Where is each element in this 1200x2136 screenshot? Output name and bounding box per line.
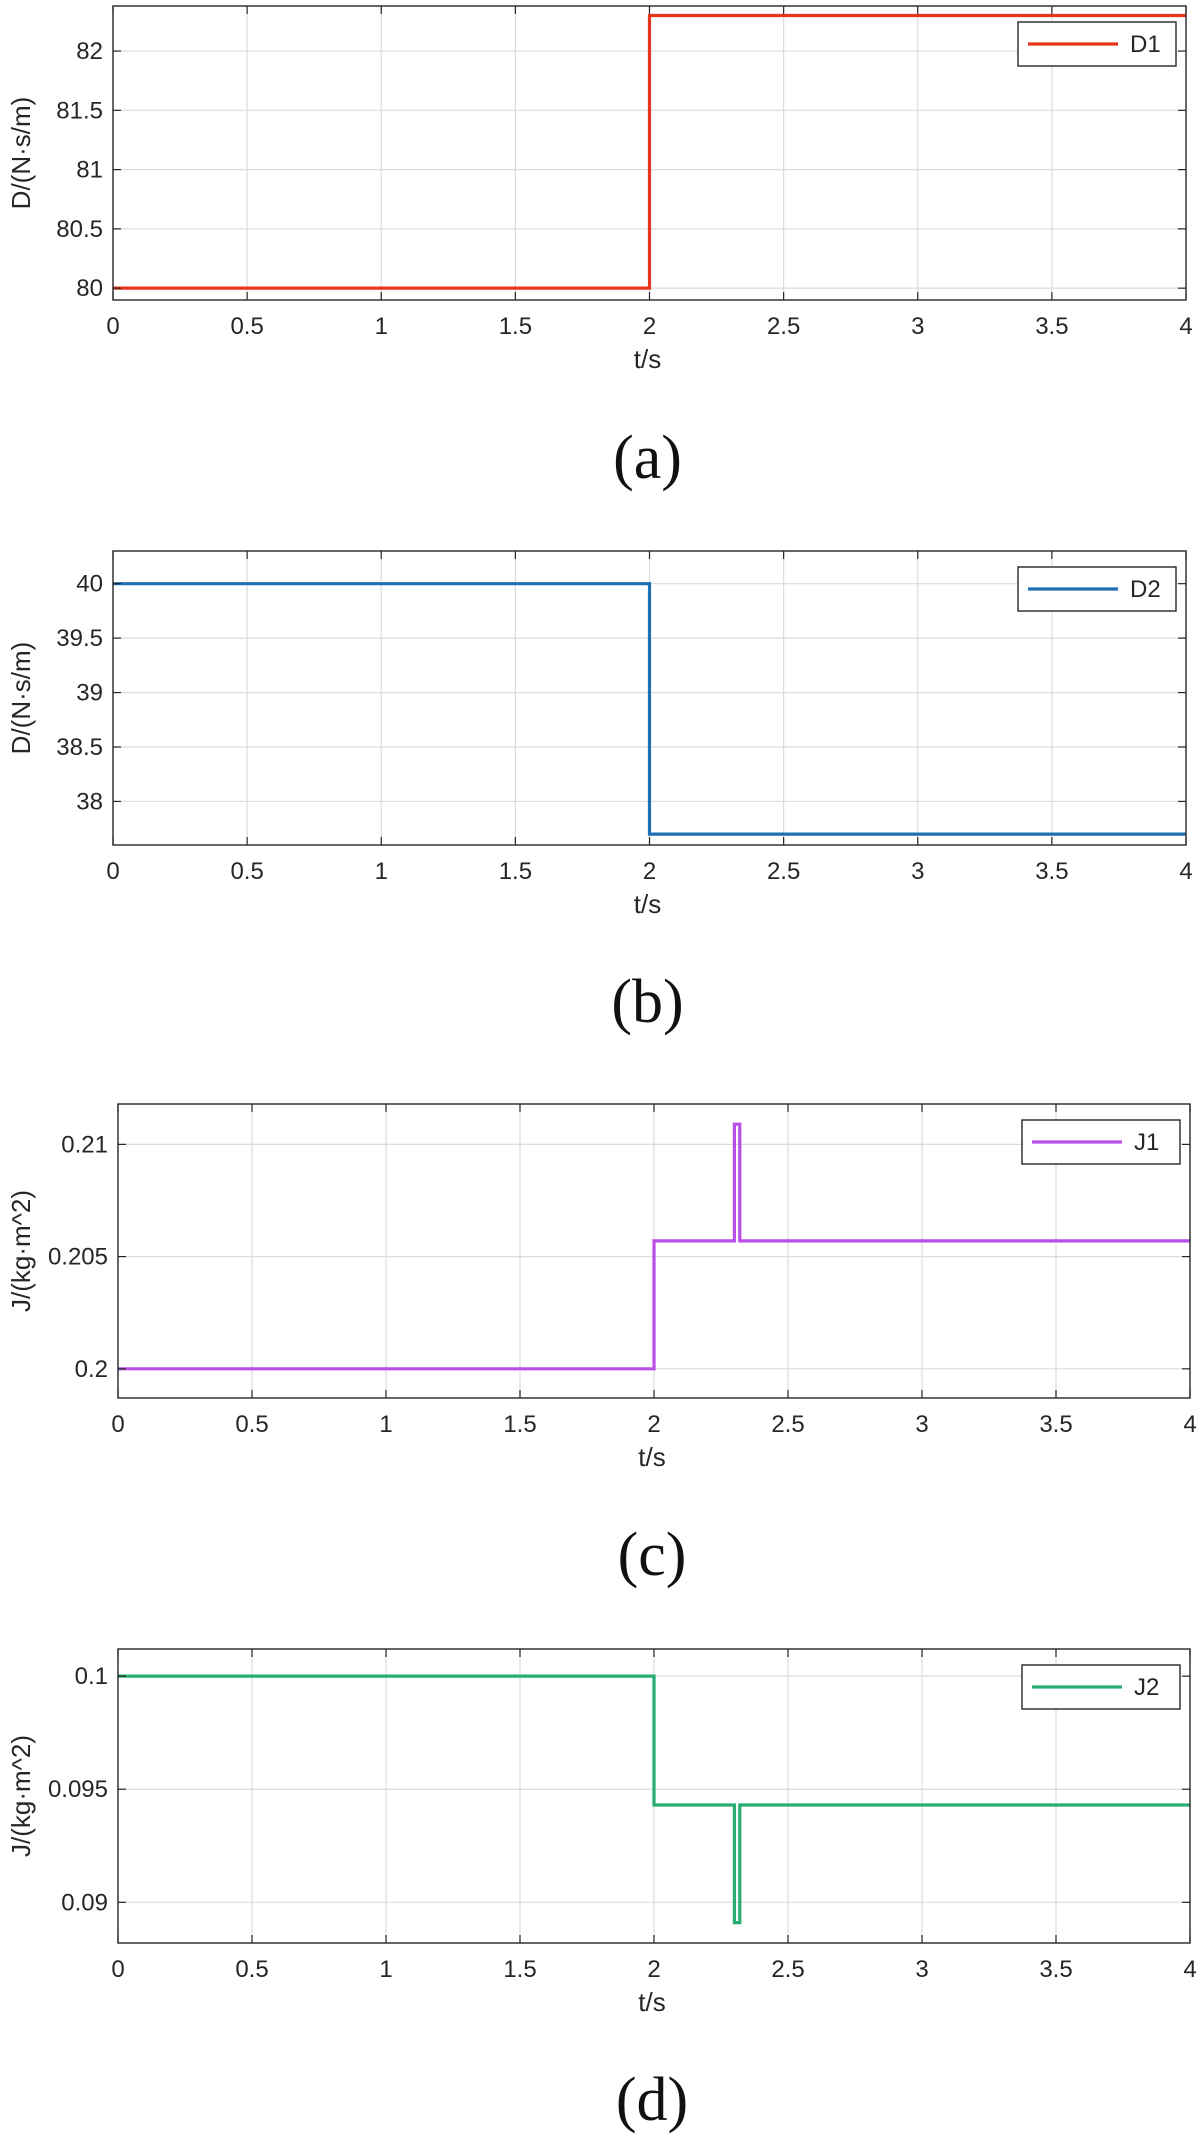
y-axis-label: D/(N·s/m)	[6, 97, 36, 210]
x-tick-label: 0.5	[230, 858, 263, 885]
x-tick-label: 4	[1183, 1411, 1196, 1438]
y-axis-label: J/(kg·m^2)	[6, 1190, 36, 1312]
x-tick-label: 0	[111, 1956, 124, 1983]
y-axis-label: D/(N·s/m)	[6, 642, 36, 755]
x-tick-label: 0	[106, 858, 119, 885]
legend-label: D2	[1130, 576, 1161, 603]
x-tick-label: 1	[375, 858, 388, 885]
legend-label: D1	[1130, 31, 1161, 58]
x-tick-label: 4	[1183, 1956, 1196, 1983]
x-tick-label: 2.5	[771, 1411, 804, 1438]
y-tick-label: 39.5	[56, 625, 103, 652]
x-tick-label: 2	[647, 1956, 660, 1983]
panel-caption: (d)	[616, 2066, 688, 2134]
panel-b: 0 0.5 1 1.5 2 2.5 3 3.5 4 38 38.5 39 39.5 40 t/s D/(N·s…	[6, 550, 1193, 1036]
panel-caption: (b)	[611, 968, 683, 1036]
y-tick-label: 81.5	[56, 97, 103, 124]
series-line-j2	[118, 1674, 1190, 1925]
y-tick-label: 38.5	[56, 734, 103, 761]
x-tick-label: 0.5	[230, 313, 263, 340]
x-axis-label: t/s	[634, 344, 661, 374]
y-tick-label: 81	[76, 157, 103, 184]
x-tick-label: 1.5	[499, 313, 532, 340]
x-axis-label: t/s	[638, 1442, 665, 1472]
x-tick-label: 3.5	[1035, 858, 1068, 885]
panel-caption: (a)	[613, 424, 682, 492]
series-line-d2	[113, 582, 1186, 836]
x-tick-label: 0.5	[235, 1411, 268, 1438]
x-tick-label: 3	[911, 858, 924, 885]
x-axis-label: t/s	[638, 1987, 665, 2017]
x-tick-label: 0.5	[235, 1956, 268, 1983]
x-tick-label: 1.5	[499, 858, 532, 885]
y-tick-label: 0.095	[48, 1776, 108, 1803]
x-tick-label: 2	[647, 1411, 660, 1438]
y-tick-label: 38	[76, 788, 103, 815]
y-tick-label: 40	[76, 571, 103, 598]
x-tick-label: 2	[643, 858, 656, 885]
y-tick-label: 80	[76, 275, 103, 302]
x-tick-label: 2.5	[767, 858, 800, 885]
x-tick-label: 2.5	[771, 1956, 804, 1983]
x-tick-label: 0	[106, 313, 119, 340]
x-tick-label: 3.5	[1035, 313, 1068, 340]
y-tick-label: 0.2	[75, 1356, 108, 1383]
x-tick-label: 3.5	[1039, 1411, 1072, 1438]
y-tick-label: 0.09	[61, 1889, 108, 1916]
series-line-d1	[113, 13, 1186, 290]
x-tick-label: 0	[111, 1411, 124, 1438]
y-axis-label: J/(kg·m^2)	[6, 1735, 36, 1857]
panel-a: 0 0.5 1 1.5 2 2.5 3 3.5 4 80 80.5 81 81.5 82 t/s D/(N·s…	[6, 5, 1193, 492]
series-line-j1	[118, 1122, 1190, 1371]
x-tick-label: 3	[915, 1956, 928, 1983]
y-tick-label: 82	[76, 38, 103, 65]
x-tick-label: 4	[1179, 313, 1192, 340]
x-tick-label: 1	[379, 1411, 392, 1438]
y-tick-label: 39	[76, 680, 103, 707]
x-tick-label: 1	[379, 1956, 392, 1983]
x-tick-label: 4	[1179, 858, 1192, 885]
legend-label: J1	[1134, 1129, 1159, 1156]
x-tick-label: 1.5	[503, 1411, 536, 1438]
y-tick-label: 0.1	[75, 1663, 108, 1690]
panel-d: 0 0.5 1 1.5 2 2.5 3 3.5 4 0.09 0.095 0.1 t/s J/(kg·m^…	[6, 1648, 1197, 2134]
x-tick-label: 3	[915, 1411, 928, 1438]
panel-caption: (c)	[618, 1521, 687, 1589]
x-tick-label: 2	[643, 313, 656, 340]
x-tick-label: 1.5	[503, 1956, 536, 1983]
x-tick-label: 2.5	[767, 313, 800, 340]
panel-c: 0 0.5 1 1.5 2 2.5 3 3.5 4 0.2 0.205 0.21 t/s J/(kg·m^…	[6, 1103, 1197, 1589]
x-tick-label: 1	[375, 313, 388, 340]
legend-label: J2	[1134, 1674, 1159, 1701]
x-tick-label: 3.5	[1039, 1956, 1072, 1983]
x-tick-label: 3	[911, 313, 924, 340]
y-tick-label: 80.5	[56, 216, 103, 243]
y-tick-label: 0.205	[48, 1244, 108, 1271]
x-axis-label: t/s	[634, 889, 661, 919]
y-tick-label: 0.21	[61, 1131, 108, 1158]
